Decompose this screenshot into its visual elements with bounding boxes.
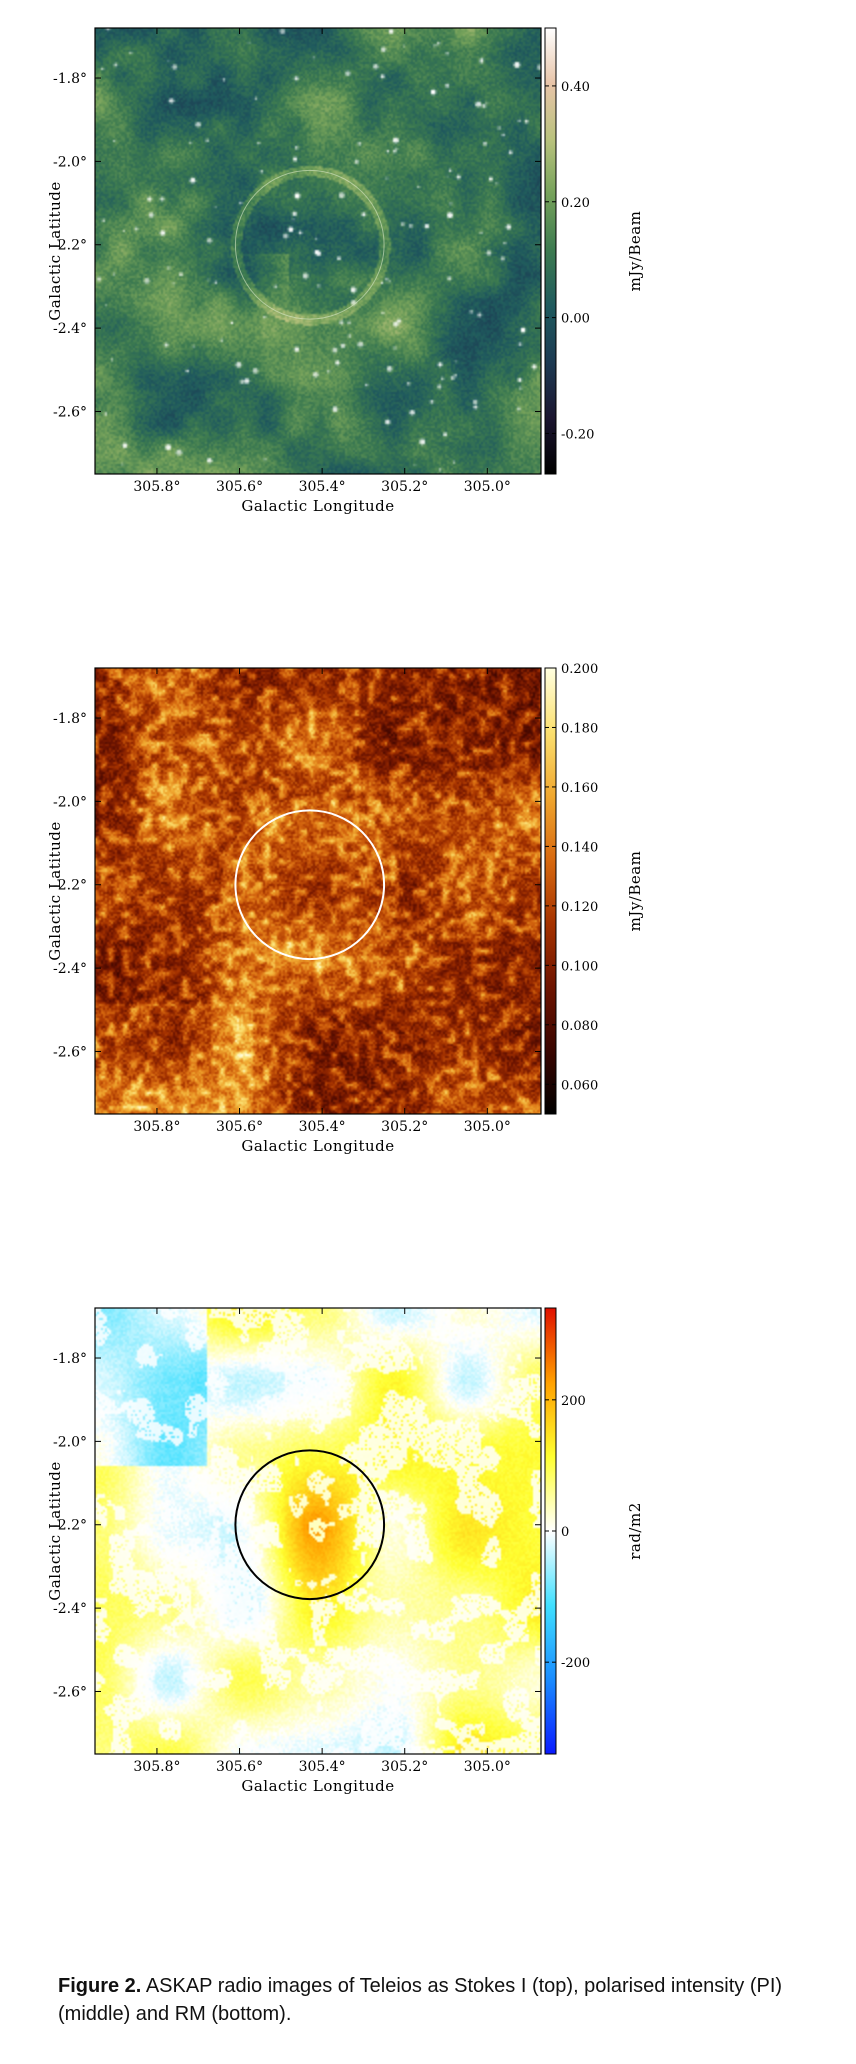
polarised-intensity-chart-image-raster xyxy=(95,668,541,1114)
rotation-measure-chart-colorbar-tick-label: 0 xyxy=(561,1525,569,1540)
stokes-i-chart-y-tick-label: -2.0° xyxy=(53,154,87,170)
polarised-intensity-chart-y-tick-label: -2.4° xyxy=(53,961,87,977)
rotation-measure-chart-y-tick-label: -2.2° xyxy=(53,1518,87,1534)
stokes-i-chart-x-tick-label: 305.4° xyxy=(299,479,346,495)
polarised-intensity-chart-colorbar-tick-label: 0.120 xyxy=(561,900,598,915)
rotation-measure-chart-x-axis-label: Galactic Longitude xyxy=(241,1777,394,1795)
rotation-measure-chart-x-tick-label: 305.6° xyxy=(216,1759,263,1775)
stokes-i-chart-image xyxy=(95,28,541,474)
polarised-intensity-chart-source-circle xyxy=(234,809,386,961)
figure-caption: Figure 2. ASKAP radio images of Teleios … xyxy=(58,1972,818,2028)
polarised-intensity-chart-x-tick-label: 305.0° xyxy=(464,1119,511,1135)
stokes-i-chart-image-raster xyxy=(95,28,541,474)
stokes-i-chart-x-tick-label: 305.8° xyxy=(133,479,180,495)
polarised-intensity-chart-x-tick-label: 305.2° xyxy=(381,1119,428,1135)
rotation-measure-chart-image-raster xyxy=(95,1308,541,1754)
stokes-i-chart-y-tick-label: -2.6° xyxy=(53,404,87,420)
polarised-intensity-chart-colorbar-tick-label: 0.180 xyxy=(561,721,598,736)
polarised-intensity-chart-y-tick-label: -2.6° xyxy=(53,1044,87,1060)
rotation-measure-chart-source-circle xyxy=(234,1449,386,1601)
stokes-i-chart-colorbar-label: mJy/Beam xyxy=(626,211,644,292)
polarised-intensity-chart-colorbar-tick-label: 0.160 xyxy=(561,781,598,796)
rotation-measure-chart-x-tick-label: 305.2° xyxy=(381,1759,428,1775)
stokes-i-chart-source-circle xyxy=(234,169,385,320)
polarised-intensity-chart-x-tick-label: 305.8° xyxy=(133,1119,180,1135)
rotation-measure-chart-x-tick-label: 305.0° xyxy=(464,1759,511,1775)
stokes-i-chart: 305.8° 305.6° 305.4° 305.2° 305.0° -1.8° -2.0°… xyxy=(46,27,644,515)
rotation-measure-chart-x-tick-label: 305.4° xyxy=(299,1759,346,1775)
stokes-i-chart-x-axis-label: Galactic Longitude xyxy=(241,497,394,515)
stokes-i-chart-y-tick-label: -1.8° xyxy=(53,71,87,87)
polarised-intensity-chart-colorbar-tick-label: 0.100 xyxy=(561,959,598,974)
rotation-measure-chart-y-tick-label: -2.4° xyxy=(53,1601,87,1617)
polarised-intensity-chart-colorbar-tick-label: 0.080 xyxy=(561,1019,598,1034)
caption-text: ASKAP radio images of Teleios as Stokes … xyxy=(58,1975,783,2025)
polarised-intensity-chart-colorbar-tick-label: 0.200 xyxy=(561,662,598,677)
polarised-intensity-chart-image xyxy=(95,668,541,1114)
polarised-intensity-chart-y-tick-label: -2.2° xyxy=(53,878,87,894)
polarised-intensity-chart-y-tick-label: -2.0° xyxy=(53,794,87,810)
stokes-i-chart-colorbar xyxy=(544,27,557,475)
rotation-measure-chart-y-tick-label: -1.8° xyxy=(53,1351,87,1367)
rotation-measure-chart-colorbar-tick-label: -200 xyxy=(561,1656,590,1671)
rotation-measure-chart-y-tick-label: -2.0° xyxy=(53,1434,87,1450)
polarised-intensity-chart-colorbar-tick-label: 0.140 xyxy=(561,840,598,855)
polarised-intensity-chart-colorbar-tick-label: 0.060 xyxy=(561,1078,598,1093)
caption-label: Figure 2. xyxy=(58,1975,142,1997)
stokes-i-chart-y-axis-label: Galactic Latitude xyxy=(46,181,64,320)
polarised-intensity-chart-x-axis-label: Galactic Longitude xyxy=(241,1137,394,1155)
rotation-measure-chart-image xyxy=(95,1308,541,1754)
polarised-intensity-chart-frame xyxy=(94,667,542,1115)
rotation-measure-chart-colorbar-label: rad/m2 xyxy=(626,1502,644,1560)
stokes-i-chart-x-tick-label: 305.0° xyxy=(464,479,511,495)
polarised-intensity-chart-y-axis-label: Galactic Latitude xyxy=(46,821,64,960)
rotation-measure-chart-x-tick-label: 305.8° xyxy=(133,1759,180,1775)
polarised-intensity-chart-colorbar xyxy=(544,667,557,1115)
rotation-measure-chart-y-axis-label: Galactic Latitude xyxy=(46,1461,64,1600)
rotation-measure-panel: 305.8° 305.6° 305.4° 305.2° 305.0° -1.8° -2.0°… xyxy=(0,1280,856,1920)
stokes-i-panel: 305.8° 305.6° 305.4° 305.2° 305.0° -1.8° -2.0°… xyxy=(0,0,856,640)
rotation-measure-chart: 305.8° 305.6° 305.4° 305.2° 305.0° -1.8° -2.0°… xyxy=(46,1307,644,1795)
stokes-i-chart-colorbar-tick-label: 0.20 xyxy=(561,196,590,211)
polarised-intensity-chart: 305.8° 305.6° 305.4° 305.2° 305.0° -1.8° -2.0°… xyxy=(46,662,644,1155)
rotation-measure-chart-y-tick-label: -2.6° xyxy=(53,1684,87,1700)
polarised-intensity-panel: 305.8° 305.6° 305.4° 305.2° 305.0° -1.8° -2.0°… xyxy=(0,640,856,1280)
stokes-i-chart-colorbar-tick-label: 0.40 xyxy=(561,80,590,95)
stokes-i-chart-y-tick-label: -2.4° xyxy=(53,321,87,337)
polarised-intensity-chart-y-tick-label: -1.8° xyxy=(53,711,87,727)
stokes-i-chart-x-tick-label: 305.6° xyxy=(216,479,263,495)
polarised-intensity-chart-x-tick-label: 305.6° xyxy=(216,1119,263,1135)
stokes-i-chart-x-tick-label: 305.2° xyxy=(381,479,428,495)
stokes-i-chart-colorbar-tick-label: -0.20 xyxy=(561,427,594,442)
rotation-measure-chart-colorbar-tick-label: 200 xyxy=(561,1394,586,1409)
stokes-i-chart-y-tick-label: -2.2° xyxy=(53,238,87,254)
polarised-intensity-chart-colorbar-label: mJy/Beam xyxy=(626,851,644,932)
rotation-measure-chart-frame xyxy=(94,1307,542,1755)
stokes-i-chart-frame xyxy=(94,27,542,475)
stokes-i-chart-colorbar-tick-label: 0.00 xyxy=(561,312,590,327)
polarised-intensity-chart-x-tick-label: 305.4° xyxy=(299,1119,346,1135)
